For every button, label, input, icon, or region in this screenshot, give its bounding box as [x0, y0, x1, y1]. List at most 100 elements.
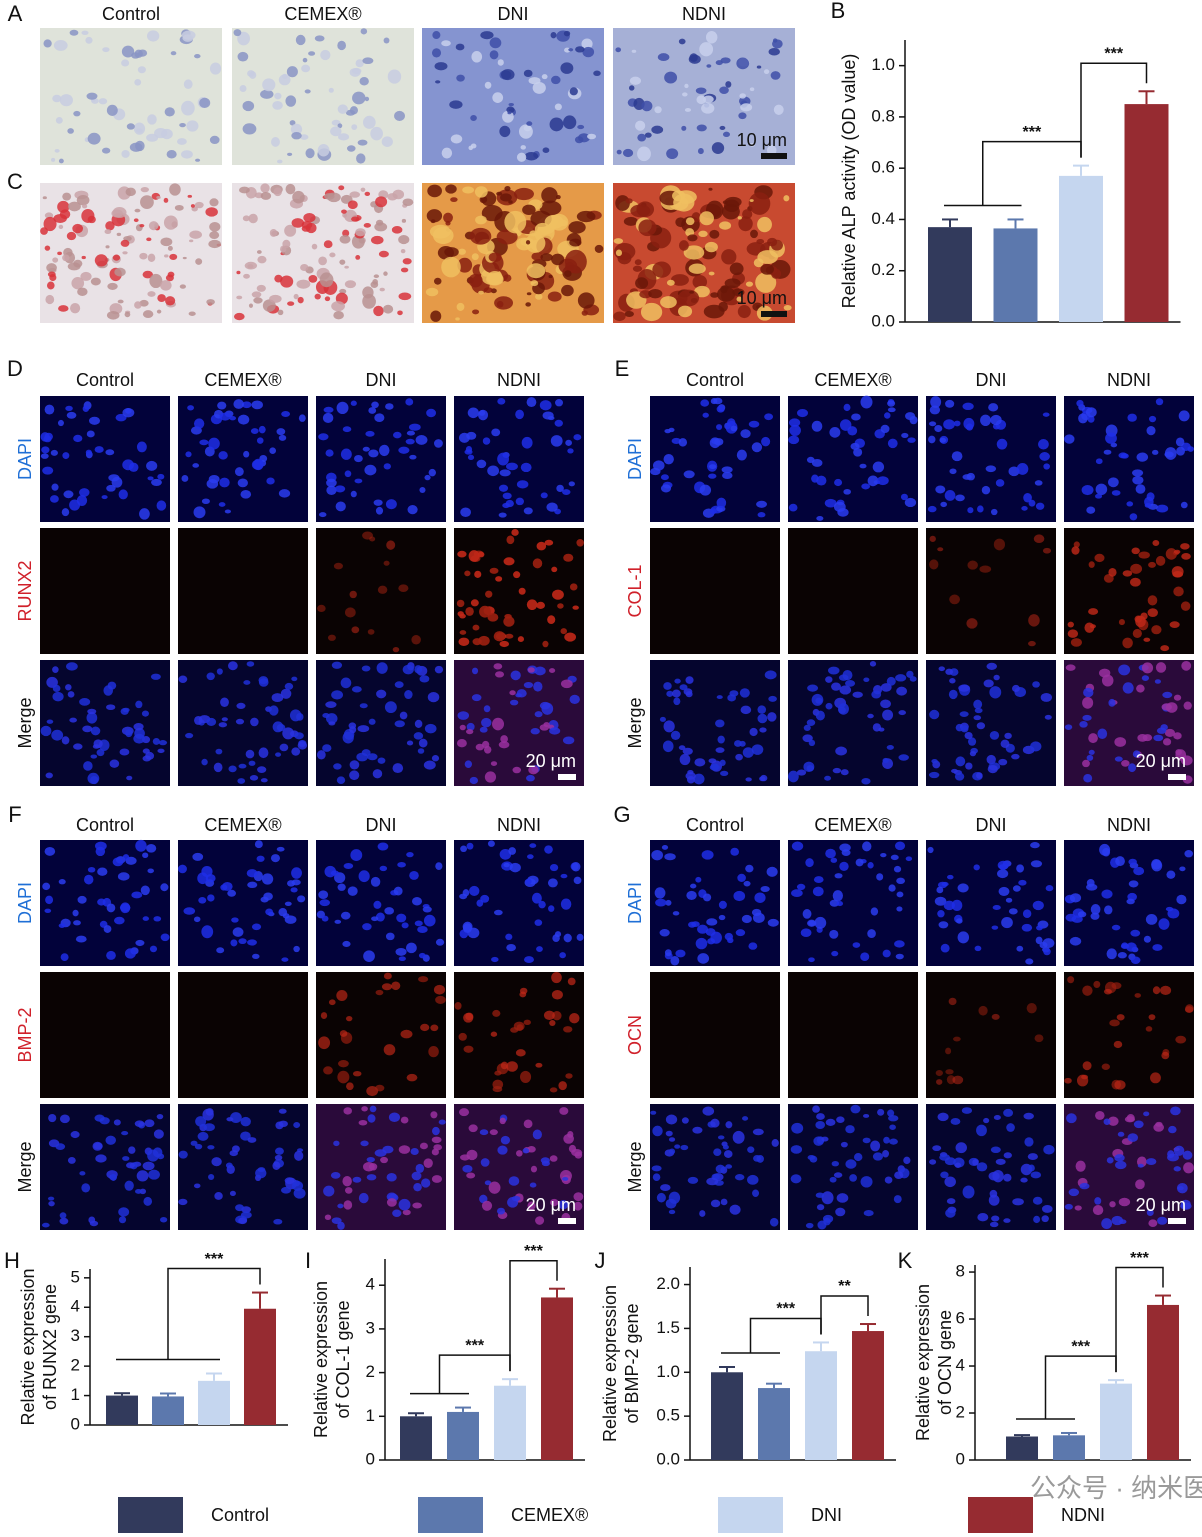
cell — [675, 949, 686, 958]
cell — [187, 194, 193, 198]
cell — [397, 862, 406, 868]
cell — [1011, 684, 1020, 693]
cell — [424, 723, 437, 734]
cell — [754, 892, 766, 903]
cell — [719, 86, 729, 94]
cell — [430, 310, 442, 322]
y-tick-label: 0.5 — [656, 1406, 680, 1425]
cell — [498, 484, 509, 492]
cell — [467, 927, 480, 939]
cell — [1173, 586, 1184, 597]
cell — [186, 120, 199, 132]
cell — [796, 408, 809, 418]
cell — [558, 1200, 569, 1210]
cell — [562, 736, 575, 745]
significance-label: *** — [1023, 124, 1042, 141]
cell — [739, 688, 750, 698]
cell — [393, 431, 402, 439]
cell — [991, 1013, 1000, 1020]
cell — [615, 249, 623, 257]
cell — [122, 1156, 130, 1161]
cell — [392, 189, 405, 200]
cell — [945, 399, 955, 408]
cell — [269, 447, 277, 455]
cell — [319, 272, 334, 288]
micrograph-bg — [454, 660, 584, 786]
cell — [112, 857, 124, 867]
cell — [269, 228, 278, 237]
cell — [342, 426, 352, 433]
cell — [227, 661, 238, 671]
cell — [351, 67, 362, 75]
cell — [993, 674, 1000, 681]
cell — [932, 1145, 942, 1152]
cell — [1108, 568, 1117, 577]
cell — [256, 284, 266, 292]
cell — [105, 449, 115, 456]
y-tick-label: 3 — [71, 1326, 80, 1345]
micrograph — [232, 183, 414, 323]
cell — [97, 867, 108, 876]
cell — [671, 689, 681, 698]
cell — [395, 947, 407, 956]
cell — [1069, 936, 1082, 946]
cell — [150, 673, 161, 680]
cell — [428, 468, 436, 477]
cell — [1172, 571, 1184, 578]
row-label: BMP-2 — [15, 1007, 35, 1062]
cell — [139, 224, 145, 228]
cell — [835, 1207, 846, 1217]
cell — [1141, 675, 1150, 681]
cell — [576, 933, 584, 941]
cell — [967, 507, 974, 514]
cell — [466, 722, 475, 731]
cell — [1136, 452, 1149, 462]
cell — [733, 890, 746, 902]
cell — [723, 199, 740, 213]
cell — [789, 424, 801, 436]
cell — [509, 862, 521, 873]
cell — [106, 950, 116, 960]
cell — [563, 553, 574, 562]
cell — [833, 501, 846, 513]
cell — [368, 449, 379, 458]
cell — [435, 995, 446, 1004]
cell — [284, 224, 297, 237]
cell — [291, 879, 301, 886]
cell — [370, 281, 379, 289]
row-label: DAPI — [625, 882, 645, 924]
cell — [809, 1155, 818, 1163]
cell — [430, 1024, 439, 1032]
cell — [69, 29, 79, 36]
cell — [547, 291, 562, 302]
cell — [1114, 1080, 1126, 1090]
cell — [355, 255, 361, 260]
micrograph-bg — [454, 972, 584, 1098]
cell — [1082, 985, 1093, 996]
cell — [89, 1220, 99, 1227]
cell — [495, 576, 503, 582]
cell — [50, 449, 58, 456]
cell — [317, 604, 326, 613]
cell — [205, 1108, 214, 1116]
cell — [216, 947, 225, 954]
cell — [343, 863, 354, 870]
column-label: Control — [102, 4, 160, 24]
cell — [1143, 1111, 1150, 1117]
cell — [983, 679, 994, 688]
cell — [884, 1176, 893, 1184]
cell — [540, 492, 548, 499]
cell — [945, 1069, 954, 1075]
cell — [973, 699, 983, 710]
cell — [1027, 1153, 1038, 1161]
cell — [373, 900, 382, 909]
cell — [977, 505, 984, 513]
cell — [1118, 664, 1131, 676]
micrograph — [454, 1104, 584, 1230]
cell — [526, 774, 535, 782]
cell — [303, 212, 316, 223]
cell — [1169, 621, 1180, 629]
cell — [275, 752, 282, 757]
cell — [816, 1204, 825, 1211]
cell — [409, 454, 417, 460]
